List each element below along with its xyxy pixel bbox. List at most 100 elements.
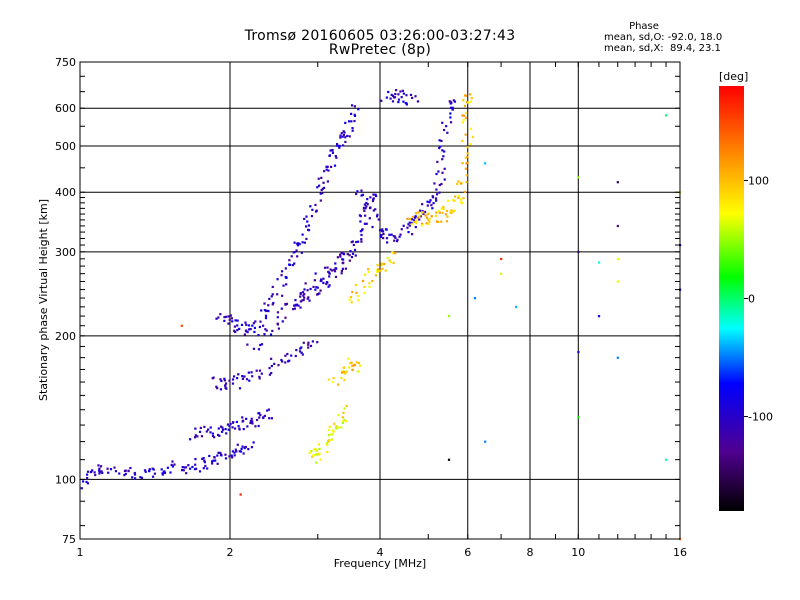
- data-point: [461, 139, 464, 143]
- data-point: [460, 201, 463, 204]
- data-point: [211, 460, 214, 463]
- data-point: [124, 472, 127, 475]
- data-point: [285, 283, 288, 286]
- data-point: [247, 371, 250, 374]
- data-point: [384, 269, 387, 272]
- data-point: [340, 132, 343, 135]
- data-point: [113, 466, 116, 469]
- data-point: [281, 360, 284, 363]
- data-point: [265, 309, 268, 313]
- data-point: [335, 156, 338, 159]
- data-point: [327, 169, 330, 172]
- data-point: [309, 205, 312, 208]
- data-point: [369, 196, 372, 199]
- data-point: [198, 430, 202, 433]
- data-point: [463, 190, 466, 194]
- data-point: [360, 240, 363, 243]
- data-point: [441, 211, 444, 214]
- data-point: [402, 224, 405, 227]
- data-point: [219, 451, 222, 455]
- data-point: [264, 314, 268, 317]
- data-point: [406, 217, 409, 220]
- data-point: [424, 214, 427, 217]
- data-point: [439, 145, 442, 148]
- data-point: [464, 167, 467, 170]
- data-point: [368, 217, 371, 220]
- data-point: [319, 199, 322, 202]
- data-point: [300, 251, 303, 254]
- data-point: [616, 224, 619, 228]
- data-point: [322, 277, 325, 280]
- data-point: [451, 107, 454, 111]
- data-point: [412, 219, 416, 222]
- data-point: [234, 330, 237, 334]
- data-point: [381, 229, 384, 233]
- data-point: [85, 473, 89, 476]
- data-point: [308, 299, 311, 302]
- data-point: [346, 134, 349, 138]
- axis-ticks: 1 2 4 6 8 10 16 75 100 200 300 400 500 600 750: [55, 56, 687, 559]
- data-point: [252, 322, 256, 325]
- data-point: [293, 307, 296, 310]
- data-point: [144, 470, 147, 473]
- data-point: [392, 235, 395, 238]
- data-point: [381, 267, 384, 270]
- data-point: [348, 135, 351, 138]
- data-point: [231, 320, 234, 323]
- data-point: [257, 424, 260, 428]
- data-point: [198, 470, 202, 473]
- data-point: [225, 315, 228, 318]
- data-point: [282, 284, 285, 287]
- data-point: [151, 475, 155, 478]
- data-point: [301, 291, 305, 294]
- data-point: [284, 354, 287, 357]
- data-point: [228, 318, 231, 321]
- data-point: [348, 254, 351, 257]
- data-point: [616, 181, 619, 184]
- data-point: [356, 240, 360, 243]
- data-point: [344, 372, 347, 375]
- data-point: [440, 207, 443, 210]
- data-point: [441, 158, 444, 161]
- data-point: [249, 328, 252, 331]
- data-point: [327, 378, 330, 381]
- data-point: [304, 282, 307, 285]
- data-point: [293, 241, 296, 244]
- data-point: [251, 324, 254, 327]
- data-point: [253, 326, 256, 330]
- data-point: [367, 270, 370, 274]
- data-point: [352, 243, 355, 247]
- data-point: [374, 194, 378, 198]
- data-point: [351, 364, 354, 367]
- data-point: [98, 470, 101, 473]
- data-point: [332, 377, 335, 380]
- data-point: [453, 100, 457, 103]
- data-point: [304, 225, 308, 228]
- data-point: [261, 324, 265, 327]
- data-point: [223, 316, 226, 319]
- data-point: [410, 218, 414, 221]
- data-point: [305, 215, 308, 218]
- data-point: [276, 316, 279, 319]
- data-point: [466, 101, 470, 104]
- data-point: [315, 461, 318, 464]
- colorbar-label: [deg]: [719, 70, 748, 83]
- data-point: [341, 258, 345, 261]
- data-point: [246, 331, 249, 334]
- data-point: [293, 262, 296, 265]
- data-point: [99, 465, 103, 468]
- data-point: [233, 454, 236, 457]
- data-point: [348, 362, 352, 365]
- data-point: [236, 328, 239, 332]
- data-point: [207, 428, 210, 431]
- data-point: [402, 100, 405, 103]
- data-point: [408, 221, 411, 224]
- data-point: [328, 154, 332, 157]
- data-point: [616, 356, 619, 359]
- data-point: [229, 422, 232, 426]
- data-point: [359, 220, 362, 223]
- data-point: [394, 251, 397, 255]
- data-point: [442, 155, 445, 158]
- data-point: [247, 448, 250, 451]
- data-point: [371, 225, 374, 229]
